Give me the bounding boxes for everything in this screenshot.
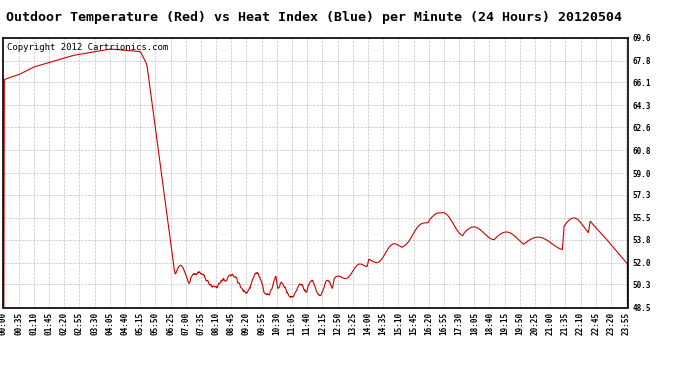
Text: Outdoor Temperature (Red) vs Heat Index (Blue) per Minute (24 Hours) 20120504: Outdoor Temperature (Red) vs Heat Index … <box>6 11 622 24</box>
Text: Copyright 2012 Cartrionics.com: Copyright 2012 Cartrionics.com <box>7 43 168 52</box>
